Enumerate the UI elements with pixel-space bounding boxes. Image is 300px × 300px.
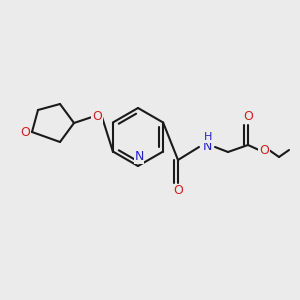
Text: H: H — [204, 132, 212, 142]
Text: O: O — [92, 110, 102, 124]
Text: O: O — [20, 125, 30, 139]
Text: O: O — [243, 110, 253, 124]
Text: O: O — [173, 184, 183, 197]
Text: N: N — [134, 151, 144, 164]
Text: N: N — [202, 140, 212, 154]
Text: O: O — [259, 143, 269, 157]
